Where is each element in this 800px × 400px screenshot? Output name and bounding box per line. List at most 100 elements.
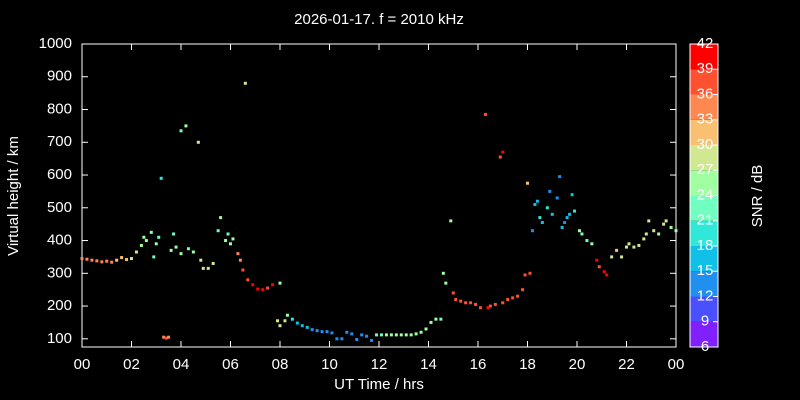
point bbox=[305, 325, 309, 329]
x-axis-label: UT Time / hrs bbox=[334, 376, 424, 393]
point bbox=[511, 296, 515, 300]
colorbar-bin bbox=[690, 170, 718, 196]
point bbox=[375, 333, 379, 337]
x-tick-label: 06 bbox=[222, 356, 239, 373]
point bbox=[172, 232, 176, 236]
point bbox=[271, 283, 275, 287]
y-tick-label: 300 bbox=[47, 264, 72, 281]
point bbox=[384, 333, 388, 337]
point bbox=[236, 252, 240, 256]
point bbox=[632, 245, 636, 249]
point bbox=[246, 278, 250, 282]
chart-title: 2026-01-17. f = 2010 kHz bbox=[294, 11, 464, 28]
y-tick-label: 800 bbox=[47, 100, 72, 117]
point bbox=[674, 229, 678, 233]
point bbox=[647, 219, 651, 223]
point bbox=[568, 212, 572, 216]
point bbox=[451, 291, 455, 295]
point bbox=[555, 196, 559, 200]
point bbox=[216, 229, 220, 233]
point bbox=[256, 287, 260, 291]
point bbox=[521, 288, 525, 292]
point bbox=[627, 242, 631, 246]
point bbox=[642, 237, 646, 241]
point bbox=[441, 271, 445, 275]
colorbar-bin bbox=[690, 296, 718, 322]
point bbox=[414, 332, 418, 336]
point bbox=[325, 330, 329, 334]
point bbox=[144, 239, 148, 243]
x-tick-label: 00 bbox=[668, 356, 685, 373]
point bbox=[590, 242, 594, 246]
point bbox=[196, 140, 200, 144]
point bbox=[404, 333, 408, 337]
point bbox=[243, 81, 247, 85]
point bbox=[394, 333, 398, 337]
point bbox=[300, 324, 304, 328]
point bbox=[424, 327, 428, 331]
point bbox=[545, 206, 549, 210]
colorbar-bin bbox=[690, 44, 718, 70]
point bbox=[597, 265, 601, 269]
point bbox=[320, 330, 324, 334]
x-tick-label: 04 bbox=[173, 356, 190, 373]
point bbox=[157, 235, 161, 239]
point bbox=[80, 257, 84, 261]
point bbox=[483, 112, 487, 116]
point bbox=[523, 273, 527, 277]
point bbox=[389, 333, 393, 337]
point bbox=[261, 288, 265, 292]
point bbox=[149, 230, 153, 234]
point bbox=[134, 250, 138, 254]
point bbox=[159, 176, 163, 180]
point bbox=[434, 317, 438, 321]
x-tick-label: 08 bbox=[272, 356, 289, 373]
point bbox=[538, 216, 542, 220]
point bbox=[201, 266, 205, 270]
point bbox=[577, 229, 581, 233]
point bbox=[580, 232, 584, 236]
colorbar-tick-label: 30 bbox=[697, 136, 714, 153]
colorbar-tick-label: 15 bbox=[697, 262, 714, 279]
point bbox=[266, 286, 270, 290]
point bbox=[379, 333, 383, 337]
colorbar-bin bbox=[690, 94, 718, 120]
point bbox=[409, 333, 413, 337]
point bbox=[285, 313, 289, 317]
colorbar-bin bbox=[690, 119, 718, 145]
point bbox=[238, 258, 242, 262]
x-tick-label: 12 bbox=[371, 356, 388, 373]
point bbox=[278, 324, 282, 328]
x-tick-label: 22 bbox=[618, 356, 635, 373]
point bbox=[652, 229, 656, 233]
point bbox=[370, 338, 374, 342]
colorbar-bin bbox=[690, 220, 718, 246]
point bbox=[360, 333, 364, 337]
point bbox=[241, 268, 245, 272]
point bbox=[139, 243, 143, 247]
point bbox=[429, 320, 433, 324]
point bbox=[399, 333, 403, 337]
point bbox=[295, 321, 299, 325]
point bbox=[605, 273, 609, 277]
point bbox=[186, 247, 190, 251]
colorbar-bin bbox=[690, 195, 718, 221]
x-tick-label: 18 bbox=[519, 356, 536, 373]
point bbox=[199, 258, 203, 262]
point bbox=[345, 330, 349, 334]
point bbox=[179, 129, 183, 133]
colorbar-tick-label: 39 bbox=[697, 60, 714, 77]
point bbox=[664, 219, 668, 223]
point bbox=[167, 335, 171, 339]
x-tick-label: 20 bbox=[569, 356, 586, 373]
point bbox=[310, 328, 314, 332]
point bbox=[637, 243, 641, 247]
point bbox=[251, 283, 255, 287]
y-tick-label: 900 bbox=[47, 68, 72, 85]
x-tick-label: 00 bbox=[74, 356, 91, 373]
point bbox=[154, 242, 158, 246]
point bbox=[530, 229, 534, 233]
colorbar-bin bbox=[690, 145, 718, 171]
colorbar-tick-label: 33 bbox=[697, 111, 714, 128]
